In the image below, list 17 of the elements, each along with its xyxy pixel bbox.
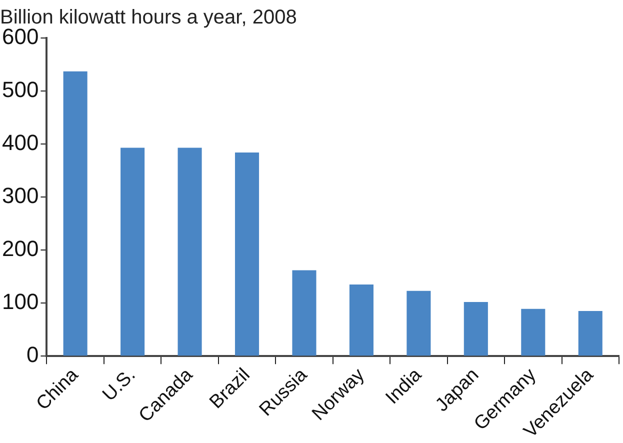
bar — [63, 71, 88, 356]
y-tick-label: 100 — [2, 289, 39, 314]
y-tick-label: 500 — [2, 77, 39, 102]
bar — [178, 148, 202, 356]
bar — [234, 152, 260, 356]
y-tick-label: 0 — [26, 342, 39, 368]
bar — [406, 290, 431, 356]
bar — [521, 308, 546, 356]
y-tick-label: 400 — [2, 130, 39, 156]
y-tick-label: 200 — [2, 236, 39, 262]
bar — [120, 148, 145, 356]
bar — [292, 270, 316, 356]
bar — [349, 284, 374, 356]
x-tick-label: U.S. — [98, 364, 140, 406]
bar — [578, 311, 602, 356]
y-tick-label: 300 — [2, 183, 39, 208]
bar — [464, 302, 488, 356]
